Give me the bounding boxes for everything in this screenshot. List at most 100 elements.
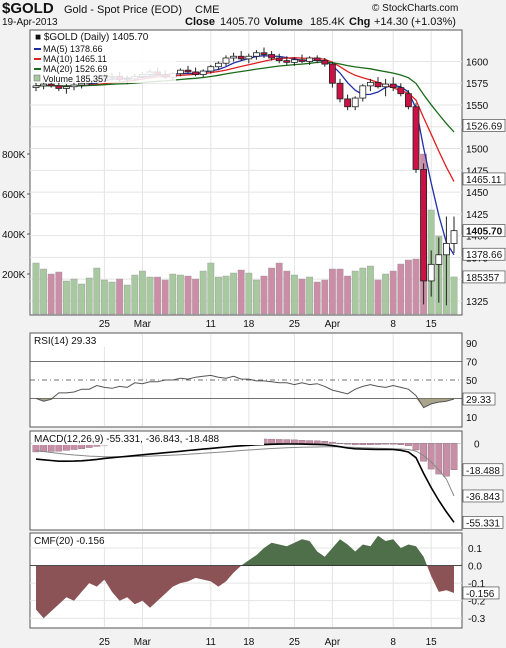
rsi-value-box — [462, 392, 496, 406]
candle-body — [237, 55, 245, 60]
date-tick-label: 25 — [289, 637, 301, 648]
volume-bar — [275, 262, 283, 315]
candle-body — [298, 59, 306, 62]
close-price-label-box — [462, 224, 506, 237]
volume-bar — [329, 268, 336, 315]
volume-bar — [207, 262, 215, 315]
volume-bar — [306, 276, 313, 315]
candle-body — [63, 86, 70, 89]
volume-bar — [47, 273, 55, 315]
rsi-title: RSI(14) 29.33 — [34, 336, 97, 347]
macd-macd-box — [462, 516, 504, 529]
volume-value: 185.4K — [310, 16, 346, 28]
macd-hist-label: -18.488 — [466, 466, 500, 477]
price-tick-label: 1600 — [466, 57, 489, 68]
ma20-price-label-box — [462, 119, 506, 132]
candle-body — [252, 52, 260, 57]
ma20-price-label: 1526.69 — [466, 121, 503, 132]
ma10-price-label-box — [462, 172, 506, 186]
volume-bar — [359, 267, 367, 315]
candle-body — [290, 59, 298, 63]
cmf-value-box — [462, 586, 500, 600]
volume-bar — [313, 281, 321, 315]
date-tick-label: 11 — [206, 319, 217, 330]
candle-body — [359, 85, 367, 99]
volume-bar — [336, 268, 344, 315]
date-tick-label: Apr — [325, 637, 341, 648]
volume-bar — [298, 278, 306, 315]
volume-bar — [321, 279, 329, 315]
candle-body — [336, 82, 344, 100]
volume-price-label: 185357 — [466, 273, 500, 284]
volume-bar — [222, 275, 230, 315]
candle-body — [313, 57, 321, 62]
macd-tick-label: 0 — [474, 439, 480, 450]
candle-body — [245, 55, 253, 60]
volume-bar — [230, 272, 237, 315]
volume-bar — [40, 268, 48, 315]
volume-tick-label: 200K — [2, 270, 26, 281]
macd-line — [35, 443, 455, 523]
macd-title: MACD(12,26,9) -55.331, -36.843, -18.488 — [34, 434, 220, 445]
volume-label: Volume — [264, 16, 303, 28]
volume-bar — [55, 271, 63, 315]
legend-symbol: ■ $GOLD (Daily) 1405.70 — [35, 32, 149, 43]
date-tick-label: 18 — [243, 637, 255, 648]
cmf-tick-label: -0.3 — [468, 614, 486, 625]
macd-histogram-bar — [389, 443, 397, 445]
volume-bar — [116, 278, 124, 315]
volume-bar — [382, 273, 389, 315]
rsi-tick-label: 90 — [466, 339, 478, 350]
volume-bar — [367, 265, 374, 315]
cmf-tick-label: -0.2 — [468, 597, 486, 608]
date-tick-label: 8 — [390, 319, 396, 330]
ma5-price-label: 1378.66 — [466, 250, 503, 261]
candle-body — [344, 98, 352, 108]
candle-body — [192, 71, 200, 75]
candle-body — [260, 52, 268, 55]
legend-ma5: MA(5) 1378.66 — [43, 44, 103, 54]
candle-body — [450, 230, 458, 244]
cmf-negative-area — [36, 565, 454, 619]
candle-body — [412, 106, 420, 170]
macd-histogram-bar — [367, 443, 374, 445]
close-label: Close — [185, 16, 215, 28]
macd-histogram-bar — [313, 440, 321, 444]
cmf-tick-label: 0.1 — [468, 544, 482, 555]
volume-bar — [245, 272, 253, 315]
macd-histogram-bar — [351, 443, 359, 446]
price-tick-label: 1550 — [466, 101, 489, 112]
macd-histogram-bar — [412, 443, 420, 451]
macd-histogram-bar — [268, 438, 275, 444]
cmf-title-bg — [32, 534, 136, 547]
price-tick-label: 1400 — [466, 232, 489, 243]
date-tick-label: 8 — [390, 637, 396, 648]
rsi-tick-label: 10 — [466, 413, 478, 424]
volume-bar — [32, 262, 40, 315]
volume-bar — [78, 283, 86, 315]
candle-body — [230, 55, 238, 59]
candle-body — [199, 70, 207, 75]
macd-histogram-bar — [283, 439, 291, 444]
date-tick-label: 11 — [206, 637, 217, 648]
cmf-tick-label: 0.0 — [468, 562, 482, 573]
rsi-tick-label: 70 — [466, 358, 478, 369]
macd-signal-label: -36.843 — [466, 492, 500, 503]
volume-tick-label: 600K — [2, 190, 26, 201]
candle-body — [366, 81, 374, 87]
chg-label: Chg — [349, 16, 370, 28]
volume-bar — [100, 279, 108, 315]
candle-body — [435, 254, 443, 265]
volume-bar — [351, 270, 359, 315]
volume-bar — [237, 269, 245, 315]
candle-body — [420, 169, 428, 282]
volume-bar — [374, 279, 382, 315]
candle-body — [176, 69, 184, 75]
candle-body — [47, 83, 55, 87]
macd-hist-box — [462, 463, 504, 477]
cmf-value-label: -0.156 — [466, 589, 495, 600]
candle-body — [427, 263, 435, 282]
ma20-line — [35, 61, 455, 133]
legend-ma10: MA(10) 1465.11 — [43, 54, 107, 64]
